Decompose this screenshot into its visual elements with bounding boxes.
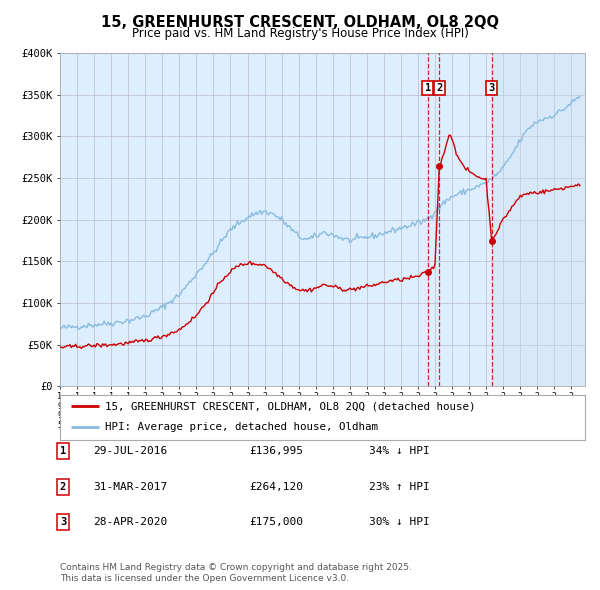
Text: 31-MAR-2017: 31-MAR-2017 [93, 482, 167, 491]
Text: This data is licensed under the Open Government Licence v3.0.: This data is licensed under the Open Gov… [60, 574, 349, 583]
Text: 28-APR-2020: 28-APR-2020 [93, 517, 167, 527]
Text: £264,120: £264,120 [249, 482, 303, 491]
Text: 15, GREENHURST CRESCENT, OLDHAM, OL8 2QQ (detached house): 15, GREENHURST CRESCENT, OLDHAM, OL8 2QQ… [104, 401, 475, 411]
Text: 23% ↑ HPI: 23% ↑ HPI [369, 482, 430, 491]
Text: £136,995: £136,995 [249, 447, 303, 456]
Text: 30% ↓ HPI: 30% ↓ HPI [369, 517, 430, 527]
Bar [492, 53, 585, 386]
Text: 15, GREENHURST CRESCENT, OLDHAM, OL8 2QQ: 15, GREENHURST CRESCENT, OLDHAM, OL8 2QQ [101, 15, 499, 30]
Text: 34% ↓ HPI: 34% ↓ HPI [369, 447, 430, 456]
Text: 2: 2 [60, 482, 66, 491]
Text: 3: 3 [60, 517, 66, 527]
Text: 1: 1 [425, 83, 431, 93]
Text: 3: 3 [488, 83, 495, 93]
Text: 2: 2 [436, 83, 442, 93]
Text: HPI: Average price, detached house, Oldham: HPI: Average price, detached house, Oldh… [104, 422, 377, 432]
Text: 1: 1 [60, 447, 66, 456]
Text: Contains HM Land Registry data © Crown copyright and database right 2025.: Contains HM Land Registry data © Crown c… [60, 563, 412, 572]
Text: 29-JUL-2016: 29-JUL-2016 [93, 447, 167, 456]
Text: Price paid vs. HM Land Registry's House Price Index (HPI): Price paid vs. HM Land Registry's House … [131, 27, 469, 40]
Text: £175,000: £175,000 [249, 517, 303, 527]
